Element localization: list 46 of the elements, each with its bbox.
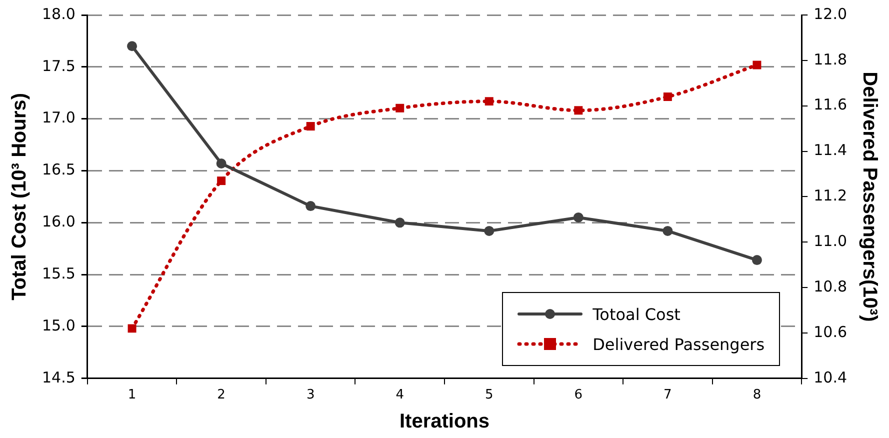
point (216, 158, 226, 168)
point (752, 255, 762, 266)
y-tick-label: 18.0 (42, 4, 76, 23)
point (662, 226, 673, 236)
y-tick-label: 15.0 (42, 316, 76, 334)
point (217, 176, 226, 186)
y2-axis-title: Delivered Passengers(10³) (858, 72, 880, 322)
y2-tick-label: 11.6 (814, 96, 848, 114)
y-tick-label: 14.5 (42, 368, 76, 386)
y-tick-label: 16.5 (42, 160, 76, 179)
point (394, 218, 405, 228)
y-axis-title: Total Cost (10³ Hours) (8, 92, 31, 300)
point (574, 106, 583, 115)
y2-tick-label: 11.0 (814, 232, 848, 250)
point (752, 60, 762, 70)
legend-label: Delivered Passengers (592, 334, 765, 354)
x-tick-label: 5 (484, 388, 494, 403)
y2-tick-label: 10.8 (814, 277, 848, 296)
x-tick-label: 4 (396, 388, 404, 403)
point (396, 104, 404, 112)
y2-tick-label: 10.4 (814, 368, 848, 386)
y2-tick-label: 11.2 (814, 186, 848, 205)
y-tick-label: 17.0 (42, 108, 76, 127)
x-tick-label: 2 (217, 388, 226, 403)
point (663, 92, 672, 102)
point (128, 324, 136, 333)
y2-tick-label: 10.6 (814, 322, 848, 341)
y2-tick-label: 12.0 (814, 4, 848, 23)
y2-tick-label: 11.4 (814, 141, 848, 160)
point (484, 226, 494, 236)
point (127, 41, 138, 52)
point (484, 97, 494, 106)
x-tick-label: 8 (752, 388, 762, 403)
x-tick-label: 7 (664, 388, 672, 403)
point (306, 122, 315, 131)
x-tick-label: 3 (306, 388, 315, 403)
y-tick-label: 15.5 (42, 264, 76, 282)
y-tick-label: 17.5 (42, 56, 76, 75)
x-tick-label: 6 (574, 388, 583, 403)
x-axis-title: Iterations (399, 410, 490, 433)
point (306, 201, 316, 212)
x-tick-label: 1 (128, 388, 136, 403)
legend-label: Totoal Cost (592, 304, 680, 324)
point (573, 212, 584, 222)
y-tick-label: 16.0 (42, 212, 76, 231)
y2-tick-label: 11.8 (814, 50, 848, 68)
